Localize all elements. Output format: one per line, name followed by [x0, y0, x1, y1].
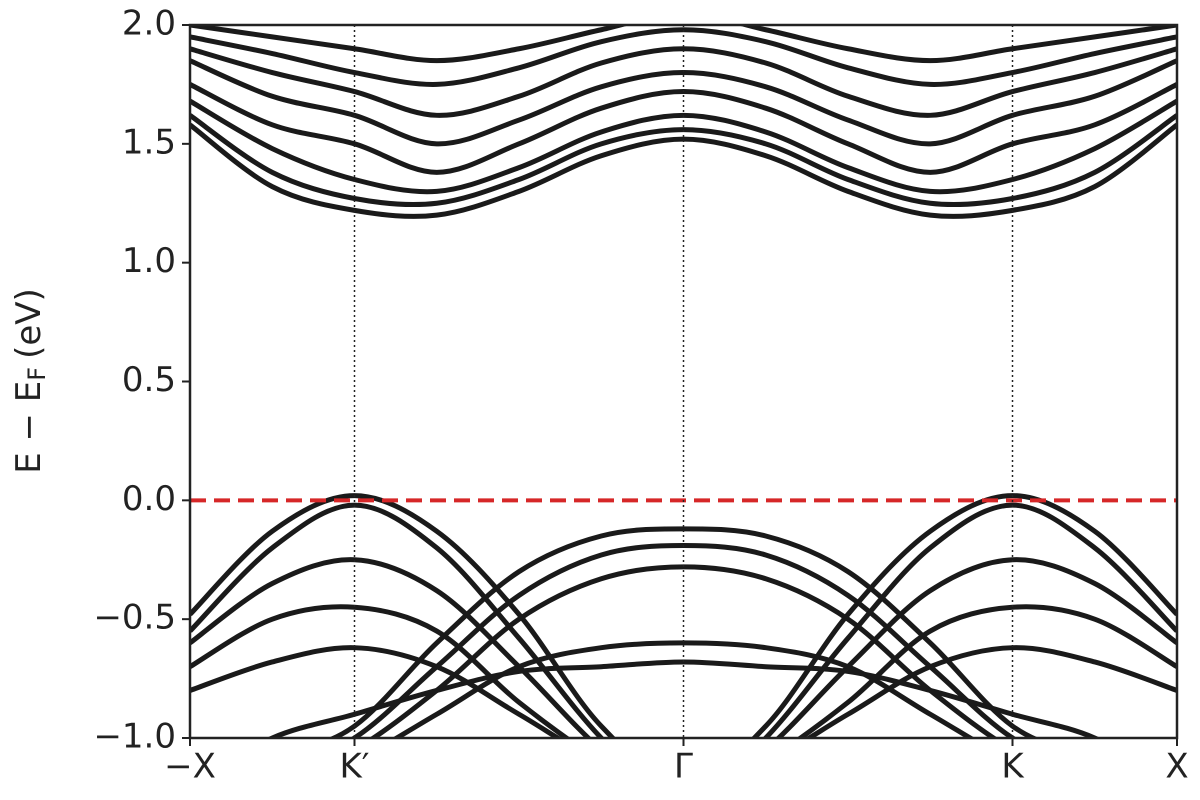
x-tick-label: Γ — [674, 747, 693, 787]
y-tick-label: 1.0 — [122, 241, 176, 281]
x-tick-label: K — [1001, 747, 1025, 787]
y-tick-label: 0.0 — [122, 479, 176, 519]
y-tick-label: 0.5 — [122, 360, 176, 400]
y-tick-label: −1.0 — [93, 717, 176, 757]
x-tick-label: −X — [164, 747, 216, 787]
y-tick-label: 1.5 — [122, 122, 176, 162]
band-line — [190, 27, 1177, 87]
y-axis-label: E − EF (eV) — [9, 288, 52, 474]
y-label-unit: (eV) — [9, 288, 49, 359]
y-tick-label: −0.5 — [93, 598, 176, 638]
x-tick-label: K′ — [339, 747, 369, 787]
y-tick-label: 2.0 — [122, 4, 176, 44]
y-label-sub: F — [23, 367, 51, 381]
x-tick-label: X — [1165, 747, 1188, 787]
band-line — [190, 113, 1177, 208]
band-line — [190, 25, 1177, 64]
y-label-main: E − E — [9, 381, 49, 474]
band-line — [190, 557, 1177, 738]
band-line — [190, 604, 1177, 738]
band-line — [391, 640, 976, 738]
band-line — [190, 645, 1177, 738]
